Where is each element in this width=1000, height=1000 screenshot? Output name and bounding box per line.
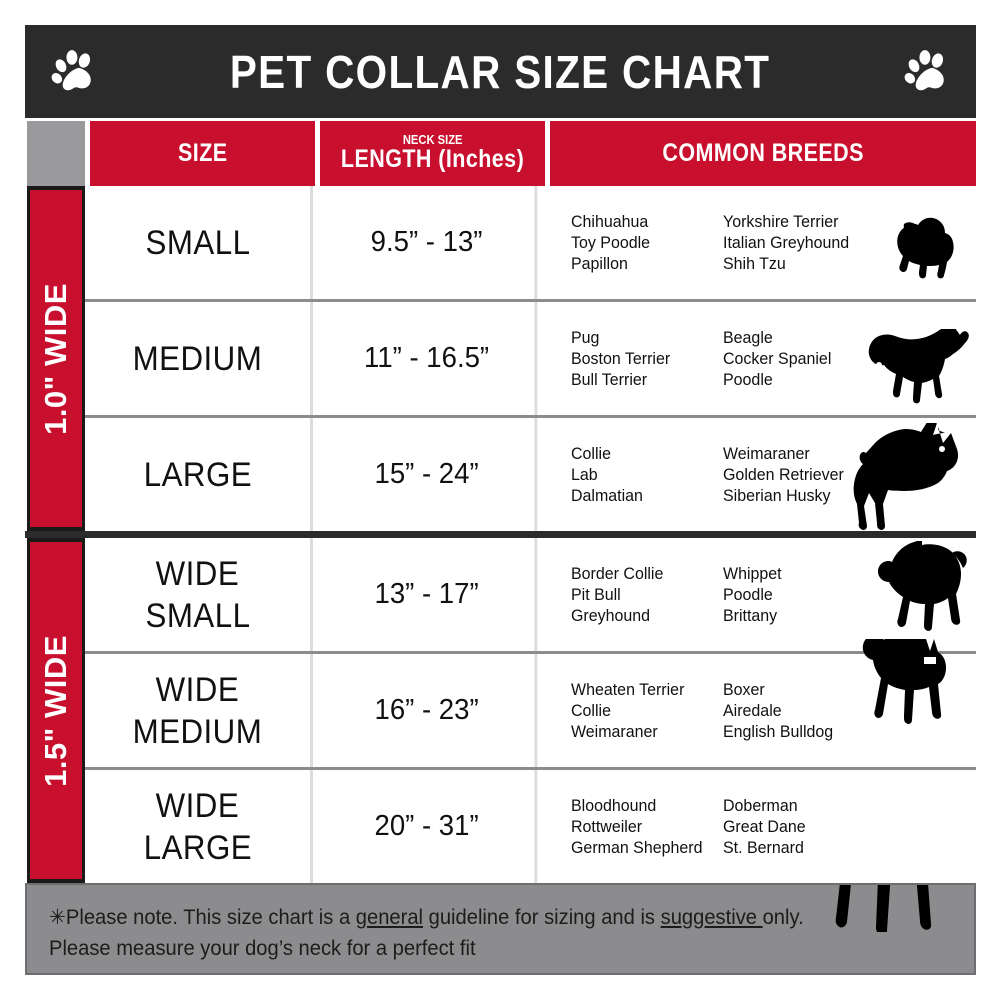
column-header-length-main: LENGTH (Inches)	[340, 144, 525, 173]
column-header-size: SIZE	[90, 121, 315, 186]
cell-breeds: Wheaten Terrier Collie Weimaraner Boxer …	[543, 639, 976, 767]
column-header-breeds: COMMON BREEDS	[550, 121, 976, 186]
pitbull-silhouette	[862, 639, 947, 724]
chart-footer-note: ✳Please note. This size chart is a gener…	[25, 883, 976, 975]
cell-length: 9.5” - 13”	[319, 186, 538, 299]
section-label-1-5-wide: 1.5" WIDE	[27, 538, 85, 883]
cell-length: 20” - 31”	[319, 770, 538, 883]
column-header-length: NECK SIZE LENGTH (Inches)	[320, 121, 545, 186]
breeds-column-2: Weimaraner Golden Retriever Siberian Hus…	[723, 444, 844, 505]
footer-line-1: ✳Please note. This size chart is a gener…	[49, 906, 804, 929]
pet-collar-size-chart: PET COLLAR SIZE CHART SIZE NECK SIZE LEN…	[25, 25, 976, 975]
asterisk-icon: ✳	[49, 906, 66, 929]
cell-breeds: Pug Boston Terrier Bull Terrier Beagle C…	[543, 302, 976, 415]
breeds-column-1: Pug Boston Terrier Bull Terrier	[571, 328, 671, 389]
column-header-length-sub: NECK SIZE	[402, 131, 463, 147]
chart-header: PET COLLAR SIZE CHART	[25, 25, 976, 118]
cell-length: 13” - 17”	[319, 538, 538, 651]
section-1-0-wide: 1.0" WIDE SMALL 9.5” - 13” Chihuahua Toy…	[25, 186, 976, 531]
cell-size: WIDE LARGE	[85, 770, 313, 883]
page-title: PET COLLAR SIZE CHART	[230, 45, 771, 98]
paw-print-icon	[51, 50, 91, 91]
beagle-silhouette	[868, 329, 969, 404]
table-row[interactable]: WIDE MEDIUM 16” - 23” Wheaten Terrier Co…	[85, 639, 976, 770]
cell-length: 15” - 24”	[319, 418, 538, 531]
table-row[interactable]: MEDIUM 11” - 16.5” Pug Boston Terrier Bu…	[85, 302, 976, 418]
breeds-column-2: Boxer Airedale English Bulldog	[723, 680, 834, 741]
section-1-5-wide: 1.5" WIDE WIDE SMALL 13” - 17” Border Co…	[25, 538, 976, 883]
breeds-column-2: Yorkshire Terrier Italian Greyhound Shih…	[723, 212, 850, 273]
cell-breeds: Collie Lab Dalmatian Weimaraner Golden R…	[543, 418, 976, 531]
breeds-column-1: Chihuahua Toy Poodle Papillon	[571, 212, 651, 273]
bulldog-silhouette	[877, 541, 967, 631]
section-divider	[25, 531, 976, 538]
breeds-column-1: Bloodhound Rottweiler German Shepherd	[571, 796, 703, 857]
cell-length: 16” - 23”	[319, 654, 538, 767]
table-column-header-row: SIZE NECK SIZE LENGTH (Inches) COMMON BR…	[25, 118, 976, 186]
cell-size: SMALL	[85, 186, 313, 299]
shepherd-silhouette	[853, 423, 959, 530]
cell-size: LARGE	[85, 418, 313, 531]
cell-size: WIDE SMALL	[85, 538, 313, 651]
table-body: 1.0" WIDE SMALL 9.5” - 13” Chihuahua Toy…	[25, 186, 976, 883]
paw-print-icon	[904, 50, 944, 91]
breeds-column-1: Border Collie Pit Bull Greyhound	[571, 564, 664, 625]
cell-breeds: Chihuahua Toy Poodle Papillon Yorkshire …	[543, 186, 976, 299]
footer-line-2: Please measure your dog’s neck for a per…	[49, 937, 476, 960]
breeds-column-2: Whippet Poodle Brittany	[723, 564, 782, 625]
cell-size: WIDE MEDIUM	[85, 654, 313, 767]
breeds-column-1: Collie Lab Dalmatian	[571, 444, 643, 505]
table-row[interactable]: WIDE SMALL 13” - 17” Border Collie Pit B…	[85, 538, 976, 654]
breeds-column-2: Doberman Great Dane St. Bernard	[723, 796, 806, 857]
table-row[interactable]: SMALL 9.5” - 13” Chihuahua Toy Poodle Pa…	[85, 186, 976, 302]
breeds-column-2: Beagle Cocker Spaniel Poodle	[723, 328, 832, 389]
small-fluffy-dog-silhouette	[897, 217, 954, 279]
cell-length: 11” - 16.5”	[319, 302, 538, 415]
table-row[interactable]: WIDE LARGE 20” - 31” Bloodhound Rottweil…	[85, 770, 976, 883]
section-label-1-0-wide: 1.0" WIDE	[27, 186, 85, 531]
breeds-column-1: Wheaten Terrier Collie Weimaraner	[571, 680, 685, 741]
cell-breeds: Bloodhound Rottweiler German Shepherd Do…	[543, 770, 976, 883]
cell-breeds: Border Collie Pit Bull Greyhound Whippet…	[543, 538, 976, 651]
cell-size: MEDIUM	[85, 302, 313, 415]
column-header-spacer	[27, 121, 85, 186]
table-row[interactable]: LARGE 15” - 24” Collie Lab Dalmatian Wei…	[85, 418, 976, 531]
